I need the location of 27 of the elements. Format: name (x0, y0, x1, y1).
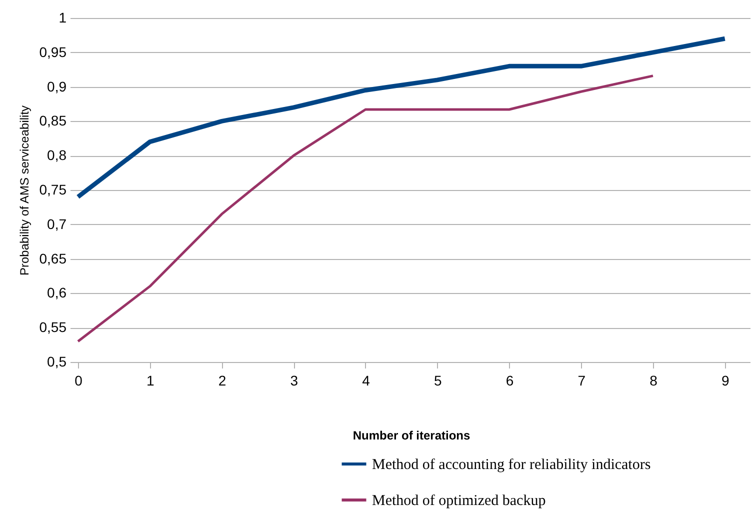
y-tick-label: 0,6 (47, 284, 67, 301)
line-series (76, 74, 654, 343)
legend-label: Method of optimized backup (372, 493, 546, 509)
y-tick-label: 0,65 (39, 250, 67, 266)
x-tick-label: 9 (721, 372, 730, 388)
y-tick-label: 1 (58, 10, 67, 26)
y-tick-label: 0,95 (39, 44, 67, 60)
x-tick-label: 0 (74, 372, 83, 388)
legend-label: Method of accounting for reliability indicators (372, 457, 651, 473)
x-tick-label: 8 (650, 372, 658, 388)
x-tick-label: 3 (290, 372, 298, 388)
line-series (76, 36, 728, 200)
y-tick-label: 0,85 (39, 112, 67, 129)
y-tick-label: 0,8 (47, 147, 67, 164)
y-tick-label: 0,5 (47, 354, 67, 370)
x-tick-label: 1 (146, 372, 154, 388)
y-tick-label: 0,75 (39, 182, 67, 198)
x-axis-title: Number of iterations (352, 428, 470, 442)
y-tick-label: 0,55 (39, 319, 67, 336)
y-axis-title: Probability of AMS serviceability (17, 105, 32, 276)
x-tick-label: 2 (218, 372, 226, 388)
x-tick-label: 7 (578, 372, 586, 388)
x-tick-label: 4 (362, 372, 370, 388)
x-tick-label: 6 (506, 372, 514, 388)
y-tick-label: 0,9 (47, 78, 67, 94)
y-tick-label: 0,7 (47, 216, 67, 232)
x-tick-label: 5 (434, 372, 442, 388)
